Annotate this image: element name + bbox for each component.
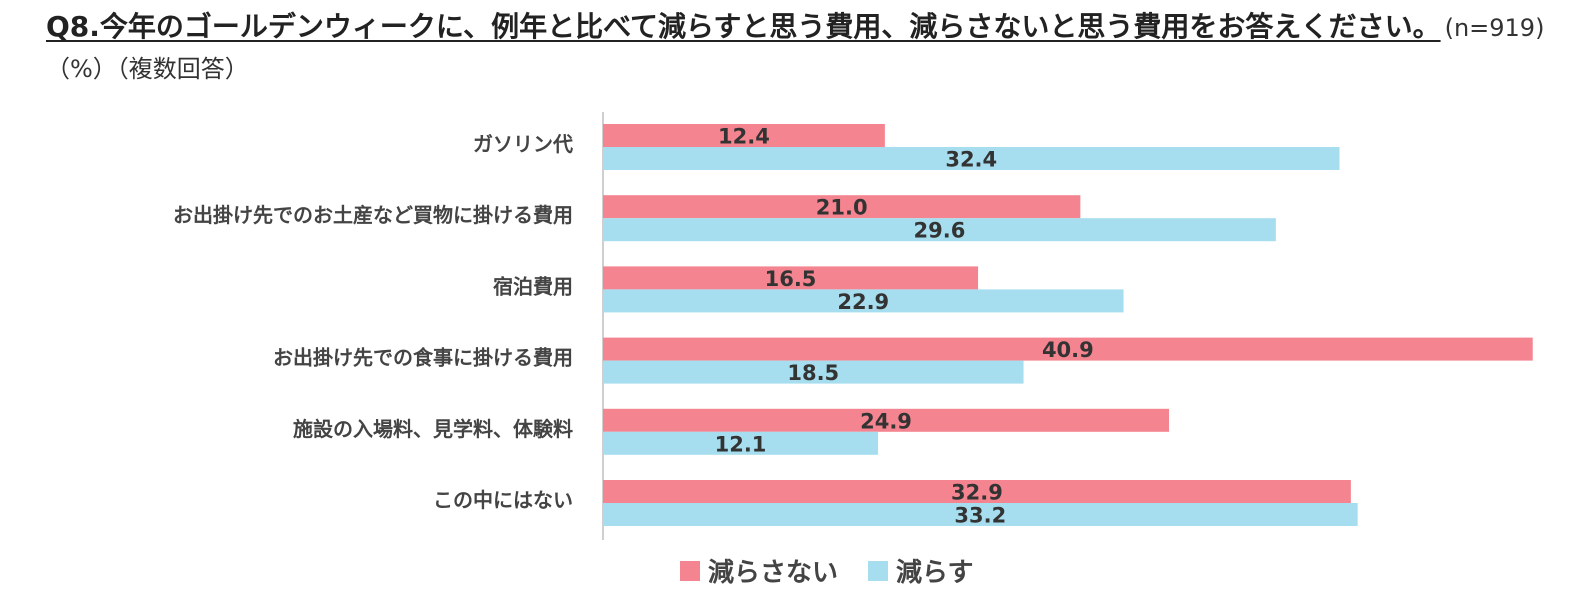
bar-reduce [603,289,1124,313]
category-label: ガソリン代 [473,132,573,156]
category-label: この中にはない [433,488,573,512]
question-text: Q8.今年のゴールデンウィークに、例年と比べて減らすと思う費用、減らさないと思う… [46,10,1441,43]
legend: 減らさない 減らす [680,552,1004,589]
bar-not-reduce [603,408,1170,432]
value-label: 18.5 [787,361,839,385]
value-label: 24.9 [860,409,912,433]
bar-reduce [603,503,1358,526]
legend-swatch-not-reduce [680,560,700,581]
category-label: 施設の入場料、見学料、体験料 [293,417,573,441]
legend-item-not-reduce: 減らさない [680,552,838,589]
value-label: 21.0 [816,196,868,220]
value-label: 12.4 [718,125,770,149]
value-label: 40.9 [1042,338,1094,362]
legend-item-reduce: 減らす [868,552,974,589]
bar-not-reduce [603,195,1081,219]
bar-not-reduce [603,266,979,290]
legend-label-not-reduce: 減らさない [708,558,839,588]
value-label: 12.1 [715,432,767,456]
category-label: 宿泊費用 [493,274,573,298]
question-meta: (n=919) （%）（複数回答） [46,14,1545,83]
value-label: 22.9 [837,290,889,314]
bar-reduce [603,431,879,455]
bar-not-reduce [603,337,1533,361]
value-label: 33.2 [954,504,1006,528]
bar-not-reduce [603,124,885,147]
legend-label-reduce: 減らす [896,558,974,588]
bar-reduce [603,147,1340,170]
bar-not-reduce [603,480,1351,503]
bar-reduce [603,360,1024,384]
value-label: 29.6 [914,219,966,243]
value-label: 32.9 [951,481,1003,505]
bar-reduce [603,218,1276,242]
value-label: 32.4 [945,148,997,172]
chart-title: Q8.今年のゴールデンウィークに、例年と比べて減らすと思う費用、減らさないと思う… [46,8,1546,91]
legend-swatch-reduce [868,560,889,581]
category-label: お出掛け先での食事に掛ける費用 [273,346,573,370]
category-label: お出掛け先でのお土産など買物に掛ける費用 [173,203,573,227]
value-label: 16.5 [765,267,817,291]
